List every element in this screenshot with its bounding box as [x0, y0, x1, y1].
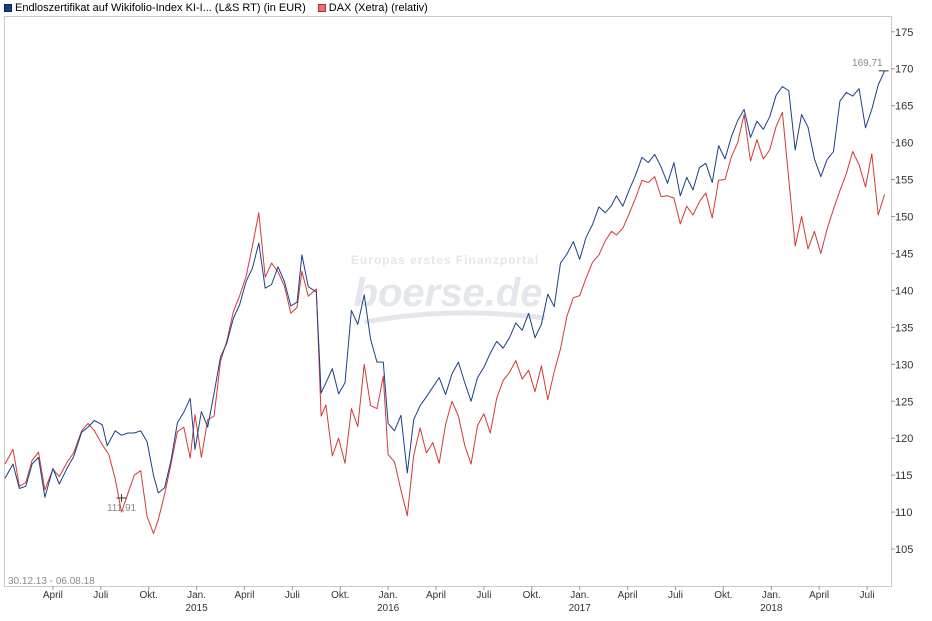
y-tick-label: 145	[895, 248, 913, 260]
legend-swatch-red	[317, 4, 326, 12]
y-tick-label: 105	[895, 544, 913, 556]
x-tick-label: April	[234, 590, 254, 601]
legend-swatch-blue	[4, 4, 12, 12]
y-tick-label: 110	[895, 507, 913, 519]
x-tick-label: Juli	[476, 590, 491, 601]
watermark: Europas erstes Finanzportal boerse.de	[351, 253, 546, 325]
series-line-1	[4, 70, 886, 498]
x-tick-label: Okt.	[523, 590, 541, 601]
x-tick-label: Jan.	[570, 590, 589, 601]
legend-item-series2[interactable]: DAX (Xetra) (relativ)	[317, 2, 428, 14]
y-tick-label: 130	[895, 359, 913, 371]
y-tick-label: 115	[895, 470, 913, 482]
y-tick-label: 140	[895, 285, 913, 297]
y-axis: 105 110 115 120 125 130 135 140 145 150 155 160 165 1…	[891, 27, 913, 556]
watermark-tagline: Europas erstes Finanzportal	[351, 253, 539, 267]
x-tick-label: Okt.	[331, 590, 349, 601]
x-tick-label: April	[43, 590, 63, 601]
plot-frame	[4, 16, 892, 587]
y-tick-label: 160	[895, 138, 913, 150]
y-tick-label: 135	[895, 322, 913, 334]
date-range-label: 30.12.13 - 06.08.18	[8, 576, 95, 587]
y-tick-label: 155	[895, 175, 913, 187]
y-tick-label: 125	[895, 396, 913, 408]
legend-label-series2: DAX (Xetra) (relativ)	[328, 2, 428, 14]
x-tick-label: Juli	[860, 590, 875, 601]
x-tick-label: Juli	[285, 590, 300, 601]
x-tick-label: Juli	[93, 590, 108, 601]
y-tick-label: 170	[895, 64, 913, 76]
x-tick-label: Jan.	[379, 590, 398, 601]
x-tick-label: Jan.	[762, 590, 781, 601]
x-tick-label: April	[809, 590, 829, 601]
y-tick-label: 120	[895, 433, 913, 445]
x-year-label: 2016	[377, 603, 400, 614]
x-year-label: 2015	[185, 603, 208, 614]
x-tick-label: April	[426, 590, 446, 601]
chart-legend: Endloszertifikat auf Wikifolio-Index KI-…	[4, 1, 440, 15]
min-value-label: 111,91	[107, 503, 137, 514]
x-year-label: 2017	[569, 603, 592, 614]
watermark-brand: boerse.de	[354, 271, 543, 315]
watermark-swoosh	[364, 310, 546, 325]
y-tick-label: 150	[895, 212, 913, 224]
series-layer	[4, 70, 886, 534]
legend-item-series1[interactable]: Endloszertifikat auf Wikifolio-Index KI-…	[4, 2, 306, 14]
x-tick-label: Okt.	[140, 590, 158, 601]
x-axis: April Juli Okt. Jan. 2015 April Juli Okt. Jan. 20…	[43, 586, 875, 614]
series-line-2	[4, 111, 886, 534]
x-tick-label: Jan.	[187, 590, 206, 601]
x-tick-label: Juli	[668, 590, 683, 601]
x-tick-label: Okt.	[714, 590, 732, 601]
legend-label-series1: Endloszertifikat auf Wikifolio-Index KI-…	[15, 2, 306, 14]
x-year-label: 2018	[760, 603, 783, 614]
y-tick-label: 175	[895, 27, 913, 39]
max-value-label: 169,71	[852, 58, 883, 69]
y-tick-label: 165	[895, 101, 913, 113]
x-tick-label: April	[618, 590, 638, 601]
annotation-layer: 111,91 169,71	[107, 58, 889, 514]
